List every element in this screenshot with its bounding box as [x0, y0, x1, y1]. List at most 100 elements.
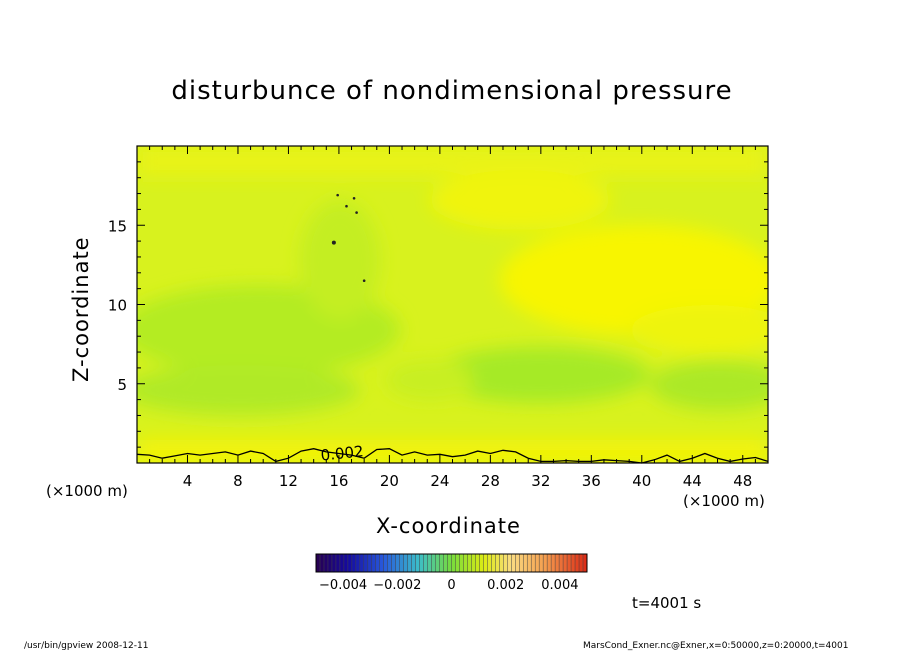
colorbar-swatch [503, 554, 508, 572]
colorbar-tick-label: −0.004 [319, 578, 367, 593]
colorbar-swatch [411, 554, 416, 572]
colorbar-swatch [323, 554, 329, 572]
colorbar-swatch [455, 554, 460, 572]
colorbar-swatch [447, 554, 452, 572]
footer-data-source: MarsCond_Exner.nc@Exner,x=0:50000,z=0:20… [583, 641, 849, 651]
colorbar-swatch [487, 554, 492, 572]
colorbar-tick-label: −0.002 [373, 578, 421, 593]
x-axis-label: X-coordinate [376, 514, 521, 538]
colorbar-swatch [316, 554, 321, 572]
colorbar-swatch [571, 554, 576, 572]
colorbar-swatch [519, 554, 524, 572]
colorbar-swatch [515, 554, 520, 572]
colorbar-swatch [427, 554, 432, 572]
colorbar-swatch [559, 554, 564, 572]
contour-label: 0.002 [320, 442, 365, 464]
colorbar-swatch [379, 554, 385, 572]
colorbar-swatch [431, 554, 436, 572]
colorbar-frame [315, 553, 588, 573]
colorbar-swatch [451, 554, 456, 572]
x-tick-label: 8 [233, 472, 243, 490]
contour-line-0.002 [136, 448, 769, 464]
colorbar-swatch [347, 554, 353, 572]
x-tick-label: 20 [380, 472, 399, 490]
heatmap-field [137, 146, 768, 463]
colorbar-swatch [339, 554, 345, 572]
x-tick-label: 24 [430, 472, 449, 490]
colorbar-swatch [391, 554, 397, 572]
colorbar-swatch [387, 554, 393, 572]
colorbar-swatch [403, 554, 408, 572]
field-marker [345, 204, 348, 208]
colorbar-swatch [383, 554, 389, 572]
colorbar-swatch [547, 554, 552, 572]
x-tick-label: 4 [183, 472, 193, 490]
chart-title: disturbunce of nondimensional pressure [171, 76, 733, 106]
x-tick-label: 40 [632, 472, 651, 490]
point-markers [331, 193, 366, 283]
colorbar-swatch [543, 554, 548, 572]
colorbar-swatch [415, 554, 420, 572]
colorbar-swatch [511, 554, 516, 572]
colorbar-swatch [499, 554, 504, 572]
colorbar-swatch [531, 554, 536, 572]
y-axis: 5 10 15 [108, 161, 768, 448]
colorbar-swatch [463, 554, 468, 572]
colorbar-swatch [331, 554, 337, 572]
x-tick-label: 12 [279, 472, 298, 490]
colorbar-swatch [423, 554, 428, 572]
colorbar-swatch [443, 554, 448, 572]
field-marker [352, 197, 356, 200]
y-tick-label: 5 [117, 376, 127, 394]
colorbar-swatch [371, 554, 377, 572]
colorbar-swatch [583, 554, 588, 572]
time-annotation: t=4001 s [632, 594, 702, 612]
colorbar-swatch [539, 554, 544, 572]
colorbar-swatch [563, 554, 568, 572]
x-tick-label: 36 [582, 472, 601, 490]
x-tick-label: 44 [683, 472, 702, 490]
colorbar-swatch [399, 554, 404, 572]
colorbar-swatch [479, 554, 484, 572]
colorbar-swatch [471, 554, 476, 572]
colorbar-swatch [343, 554, 349, 572]
colorbar-swatch [407, 554, 412, 572]
colorbar-swatch [523, 554, 528, 572]
colorbar-swatch [355, 554, 361, 572]
x-axis: 4 8 12 16 20 24 28 32 36 40 44 48 [149, 146, 769, 490]
colorbar: −0.004 −0.002 0 0.002 0.004 [315, 553, 588, 593]
y-tick-label: 10 [108, 297, 127, 315]
colorbar-swatch [419, 554, 424, 572]
colorbar-swatch [495, 554, 500, 572]
colorbar-swatch [483, 554, 488, 572]
colorbar-tick-label: 0.002 [487, 578, 524, 593]
field-marker [355, 211, 358, 214]
colorbar-swatch [491, 554, 496, 572]
field-marker [362, 279, 366, 283]
colorbar-swatch [327, 554, 333, 572]
colorbar-swatch [475, 554, 480, 572]
colorbar-swatch [507, 554, 512, 572]
colorbar-swatch [395, 554, 400, 572]
colorbar-swatch [351, 554, 357, 572]
x-tick-label: 16 [329, 472, 348, 490]
x-tick-label: 48 [733, 472, 752, 490]
colorbar-swatch [575, 554, 580, 572]
colorbar-swatch [467, 554, 472, 572]
field-marker [336, 193, 339, 197]
colorbar-swatch [551, 554, 556, 572]
footer-program-info: /usr/bin/gpview 2008-12-11 [24, 641, 149, 651]
colorbar-tick-label: 0.004 [541, 578, 578, 593]
colorbar-swatch [439, 554, 444, 572]
y-tick-label: 15 [108, 217, 127, 235]
colorbar-swatch [375, 554, 381, 572]
colorbar-swatch [535, 554, 540, 572]
y-axis-label: Z-coordinate [69, 236, 93, 382]
colorbar-swatch [363, 554, 369, 572]
colorbar-swatch [579, 554, 584, 572]
colorbar-swatch [335, 554, 341, 572]
x-unit-label-right: (×1000 m) [683, 492, 765, 510]
colorbar-swatch [367, 554, 373, 572]
colorbar-swatch [567, 554, 572, 572]
